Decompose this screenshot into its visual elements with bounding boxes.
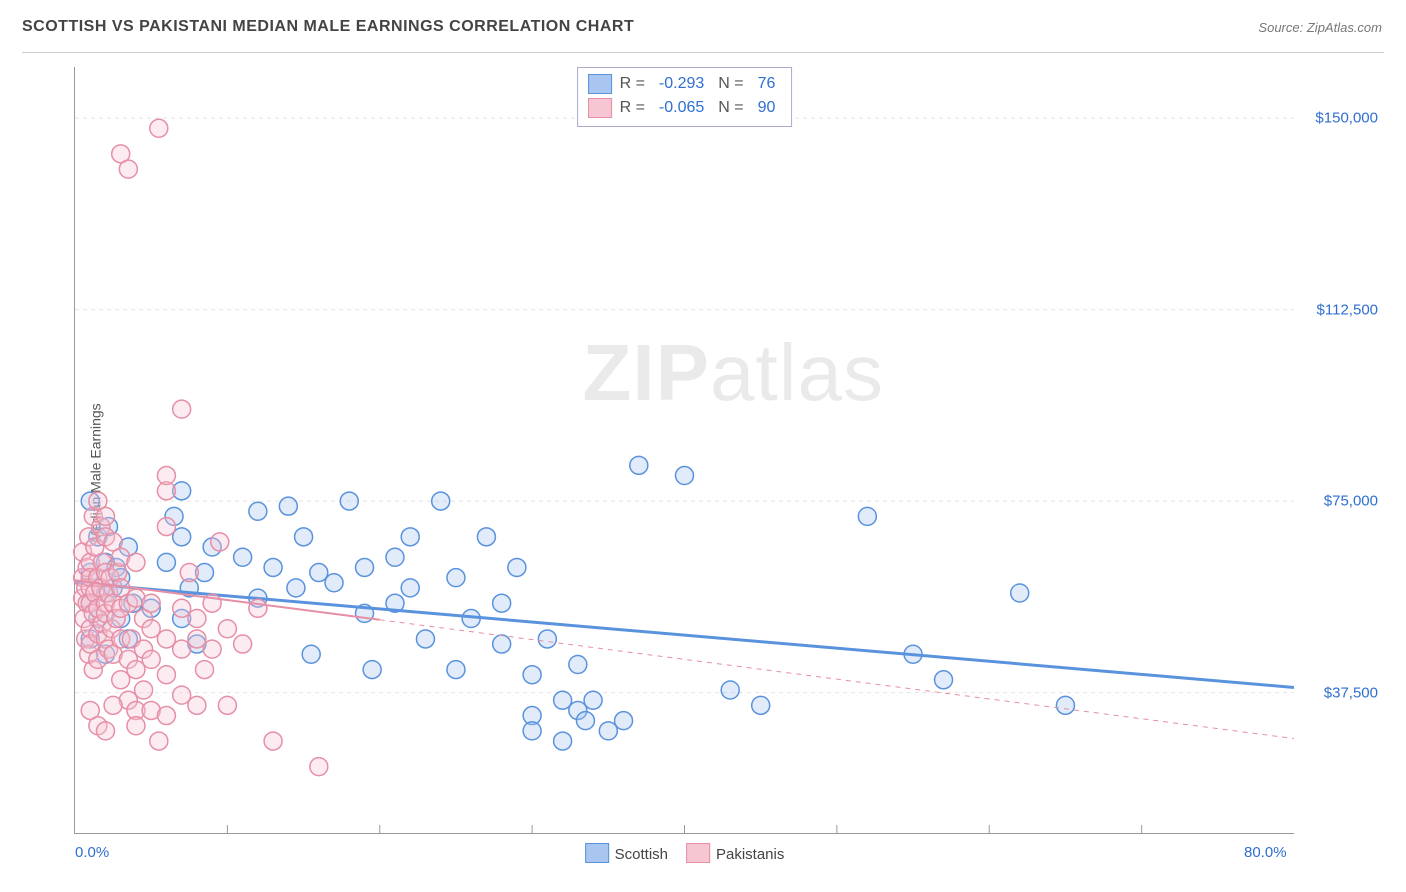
chart-container: SCOTTISH VS PAKISTANI MEDIAN MALE EARNIN… (0, 0, 1406, 892)
source-value: ZipAtlas.com (1307, 20, 1382, 35)
legend-N-label: N = (718, 96, 743, 120)
source-label: Source: (1258, 20, 1303, 35)
source-attribution: Source: ZipAtlas.com (1258, 20, 1382, 35)
legend-swatch-scottish-icon (585, 843, 609, 863)
y-tick-label: $37,500 (1324, 684, 1378, 701)
legend-swatch-scottish (588, 74, 612, 94)
legend-row-pakistanis: R = -0.065 N = 90 (588, 96, 782, 120)
chart-svg (75, 67, 1294, 833)
legend-R-label: R = (620, 72, 645, 96)
legend-N-value-pakistanis: 90 (752, 96, 782, 120)
legend-R-value-pakistanis: -0.065 (653, 96, 710, 120)
legend-label-pakistanis: Pakistanis (716, 846, 784, 863)
legend-swatch-pakistanis-icon (686, 843, 710, 863)
y-tick-label: $75,000 (1324, 493, 1378, 510)
legend-N-value-scottish: 76 (752, 72, 782, 96)
y-tick-label: $112,500 (1317, 301, 1378, 318)
legend-swatch-pakistanis (588, 98, 612, 118)
chart-area: Median Male Earnings ZIPatlas R = -0.293… (22, 52, 1384, 892)
legend-row-scottish: R = -0.293 N = 76 (588, 72, 782, 96)
legend-R-value-scottish: -0.293 (653, 72, 710, 96)
legend-N-label: N = (718, 72, 743, 96)
legend-correlation: R = -0.293 N = 76 R = -0.065 N = 90 (577, 67, 793, 127)
legend-label-scottish: Scottish (615, 846, 668, 863)
plot-area: ZIPatlas R = -0.293 N = 76 R = -0.065 N … (74, 67, 1294, 834)
legend-item-scottish: Scottish (585, 843, 668, 863)
x-tick-label: 80.0% (1244, 844, 1287, 861)
chart-title: SCOTTISH VS PAKISTANI MEDIAN MALE EARNIN… (22, 18, 634, 36)
legend-item-pakistanis: Pakistanis (686, 843, 784, 863)
legend-R-label: R = (620, 96, 645, 120)
y-tick-label: $150,000 (1315, 110, 1378, 127)
x-tick-label: 0.0% (75, 844, 109, 861)
legend-series: Scottish Pakistanis (585, 843, 785, 863)
